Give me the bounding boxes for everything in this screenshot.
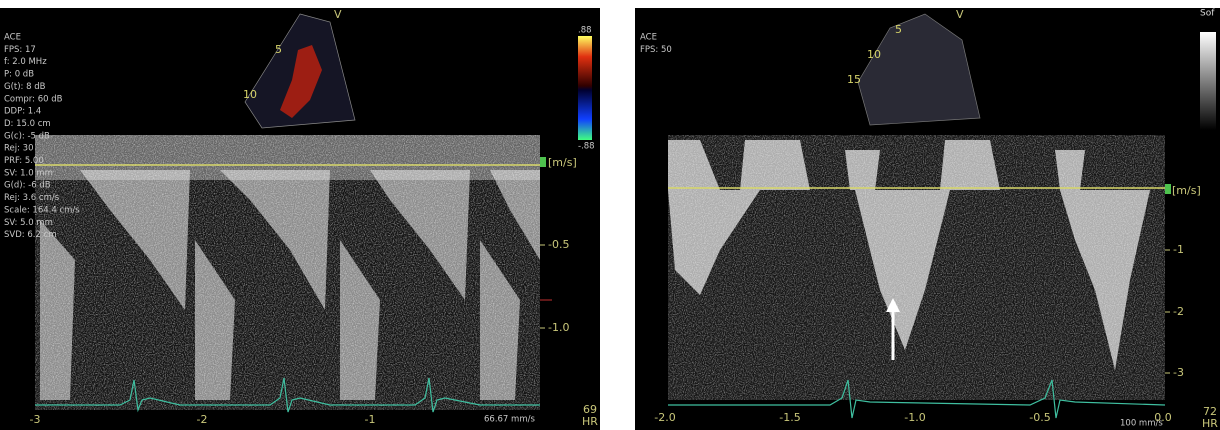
ecg <box>35 377 540 413</box>
sweep-speed: 66.67 mm/s <box>484 415 535 425</box>
velocity-label: -1.0 <box>548 321 569 334</box>
velocity-label: -2 <box>1173 305 1184 318</box>
parameter: ACE <box>640 33 657 43</box>
parameter: DDP: 1.4 <box>4 107 41 117</box>
velocity-label: -3 <box>1173 366 1184 379</box>
parameter: G(t): 8 dB <box>4 82 46 92</box>
baseline-marker <box>1165 184 1171 194</box>
heart-rate: 72 <box>1203 405 1217 418</box>
heart-rate-label: HR <box>582 415 598 428</box>
parameter: FPS: 50 <box>640 45 672 55</box>
color-scale-min: -.88 <box>578 142 595 152</box>
gray-bar <box>1200 32 1216 130</box>
color-flow <box>280 45 322 118</box>
depth-label: 10 <box>867 48 881 61</box>
parameter: G(c): -5 dB <box>4 131 50 141</box>
parameter: P: 0 dB <box>4 70 34 80</box>
sweep-speed: 100 mm/s <box>1120 419 1163 429</box>
unit: [m/s] <box>1172 184 1201 197</box>
color-scale-max: .88 <box>578 26 592 36</box>
parameter: Rej: 30 <box>4 144 34 154</box>
parameter: SV: 1.0 mm <box>4 168 53 178</box>
parameter: SV: 5.0 mm <box>4 218 53 228</box>
parameter: ACE <box>4 33 21 43</box>
ecg <box>668 379 1166 419</box>
parameter: FPS: 17 <box>4 45 36 55</box>
sector <box>857 13 981 126</box>
gray-scale-label: Sof <box>1200 9 1215 19</box>
velocity-label: -1 <box>1173 243 1184 256</box>
depth-label: 10 <box>243 88 257 101</box>
sector-mark: V <box>956 8 964 21</box>
time-label: -0.5 <box>1029 411 1050 424</box>
parameter: G(d): -6 dB <box>4 181 51 191</box>
time-label: -1.0 <box>904 411 925 424</box>
arrow-head <box>886 298 900 312</box>
depth-label: 5 <box>275 43 282 56</box>
parameter: D: 15.0 cm <box>4 119 51 129</box>
parameter: Compr: 60 dB <box>4 94 63 104</box>
heart-rate-label: HR <box>1202 417 1218 430</box>
color-bar <box>578 36 592 140</box>
time-label: -2.0 <box>654 411 675 424</box>
spectrum <box>35 135 540 410</box>
time-label: -3 <box>30 413 41 426</box>
time-label: -1.5 <box>779 411 800 424</box>
time-label: 0.0 <box>1154 411 1172 424</box>
depth-label: 15 <box>847 73 861 86</box>
spectrum <box>668 135 1165 400</box>
parameter: f: 2.0 MHz <box>4 57 47 67</box>
velocity-label: -0.5 <box>548 238 569 251</box>
baseline-marker <box>540 157 546 167</box>
parameter: PRF: 5.00 <box>4 156 44 166</box>
time-label: -2 <box>197 413 208 426</box>
parameter: Rej: 3.6 cm/s <box>4 193 60 203</box>
time-label: -1 <box>365 413 376 426</box>
parameter: Scale: 164.4 cm/s <box>4 205 80 215</box>
depth-label: 5 <box>895 23 902 36</box>
sector-mark: V <box>334 8 342 21</box>
parameter: SVD: 6.2 cm <box>4 230 57 240</box>
unit: [m/s] <box>548 156 577 169</box>
heart-rate: 69 <box>583 403 597 416</box>
